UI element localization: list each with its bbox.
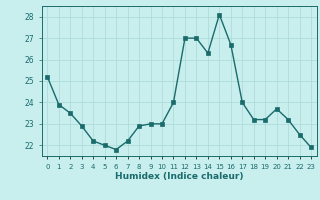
X-axis label: Humidex (Indice chaleur): Humidex (Indice chaleur) [115,172,244,181]
